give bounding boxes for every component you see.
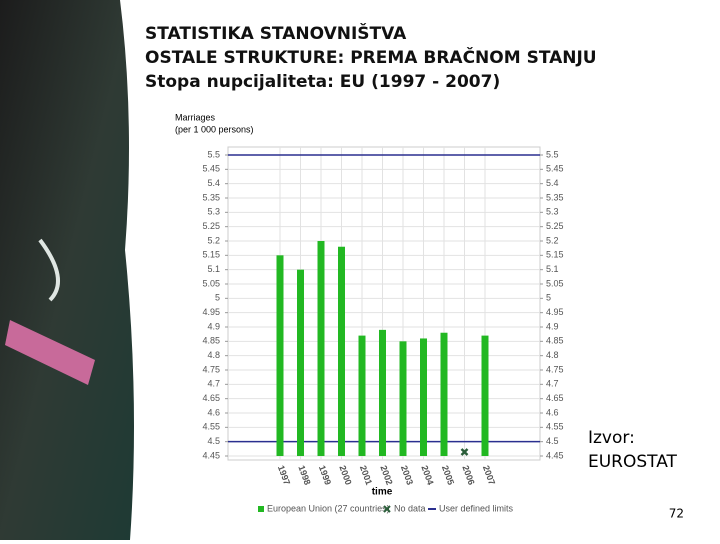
no-data-marker [460, 448, 469, 456]
source: Izvor: [588, 428, 635, 448]
y2-tick-label: 4.8 [546, 350, 559, 360]
y-tick-label: 5.5 [207, 149, 220, 159]
y2-tick-label: 5.35 [546, 192, 564, 202]
y2-tick-label: 5.2 [546, 235, 559, 245]
legend-label: User defined limits [439, 503, 514, 513]
y2-tick-label: 4.85 [546, 336, 564, 346]
bar [297, 269, 304, 456]
source: EUROSTAT [588, 452, 678, 472]
bar [317, 241, 325, 456]
y-tick-label: 5.3 [207, 207, 220, 217]
bar [481, 335, 489, 456]
chart-title: Marriages [175, 112, 216, 122]
y-tick-label: 5.4 [207, 178, 220, 188]
y2-tick-label: 4.95 [546, 307, 564, 317]
y-tick-label: 4.7 [207, 379, 220, 389]
y-tick-label: 4.45 [202, 450, 220, 460]
y-tick-label: 5 [215, 293, 220, 303]
bar [399, 341, 407, 456]
y2-tick-label: 4.65 [546, 393, 564, 403]
y-tick-label: 4.75 [202, 364, 220, 374]
legend-swatch [383, 505, 391, 513]
legend-label: European Union (27 countries) [267, 503, 390, 513]
bar [276, 255, 284, 456]
legend-label: No data [394, 503, 426, 513]
y2-tick-label: 5.05 [546, 278, 564, 288]
chalk [5, 320, 95, 385]
y2-tick-label: 4.55 [546, 422, 564, 432]
title-block: STATISTIKA STANOVNIŠTVA OSTALE STRUKTURE… [145, 22, 597, 92]
y-tick-label: 4.6 [207, 407, 220, 417]
y-tick-label: 4.5 [207, 436, 220, 446]
y-tick-label: 5.45 [202, 164, 220, 174]
bar [338, 246, 345, 456]
y-tick-label: 5.35 [202, 192, 220, 202]
page-number: 72 [669, 507, 684, 521]
y2-tick-label: 5.45 [546, 164, 564, 174]
slide-title: Stopa nupcijaliteta: EU (1997 - 2007) [145, 72, 500, 92]
chart: 4.45 4.45 4.5 4.5 4.55 4.55 4.6 4.6 4.65 4.65 4.7 4… [202, 146, 564, 513]
y-tick-label: 4.55 [202, 422, 220, 432]
bar [440, 332, 448, 456]
y-tick-label: 5.15 [202, 250, 220, 260]
y-tick-label: 4.65 [202, 393, 220, 403]
y2-tick-label: 5.1 [546, 264, 559, 274]
y-tick-label: 4.85 [202, 336, 220, 346]
y-tick-label: 4.8 [207, 350, 220, 360]
y2-tick-label: 4.6 [546, 407, 559, 417]
blackboard-strip [0, 0, 134, 540]
y-tick-label: 4.95 [202, 307, 220, 317]
y-tick-label: 5.25 [202, 221, 220, 231]
y2-tick-label: 4.45 [546, 450, 564, 460]
y2-tick-label: 5.4 [546, 178, 559, 188]
y2-tick-label: 4.5 [546, 436, 559, 446]
y-tick-label: 5.2 [207, 235, 220, 245]
y2-tick-label: 5.5 [546, 149, 559, 159]
x-axis-title: time [372, 487, 393, 498]
bar [358, 335, 366, 456]
y-tick-label: 4.9 [207, 321, 220, 331]
y2-tick-label: 4.75 [546, 364, 564, 374]
y2-tick-label: 4.9 [546, 321, 559, 331]
slide-title: OSTALE STRUKTURE: PREMA BRAČNOM STANJU [145, 46, 597, 68]
y2-tick-label: 4.7 [546, 379, 559, 389]
y2-tick-label: 5 [546, 293, 551, 303]
y-tick-label: 5.05 [202, 278, 220, 288]
bar [420, 338, 427, 456]
slide-title: STATISTIKA STANOVNIŠTVA [145, 22, 407, 44]
chart-subtitle: (per 1 000 persons) [175, 124, 254, 134]
y-tick-label: 5.1 [207, 264, 220, 274]
y2-tick-label: 5.15 [546, 250, 564, 260]
bar [379, 329, 386, 456]
chalk-mark [38, 238, 60, 302]
y2-tick-label: 5.3 [546, 207, 559, 217]
legend-swatch [258, 506, 264, 512]
y2-tick-label: 5.25 [546, 221, 564, 231]
